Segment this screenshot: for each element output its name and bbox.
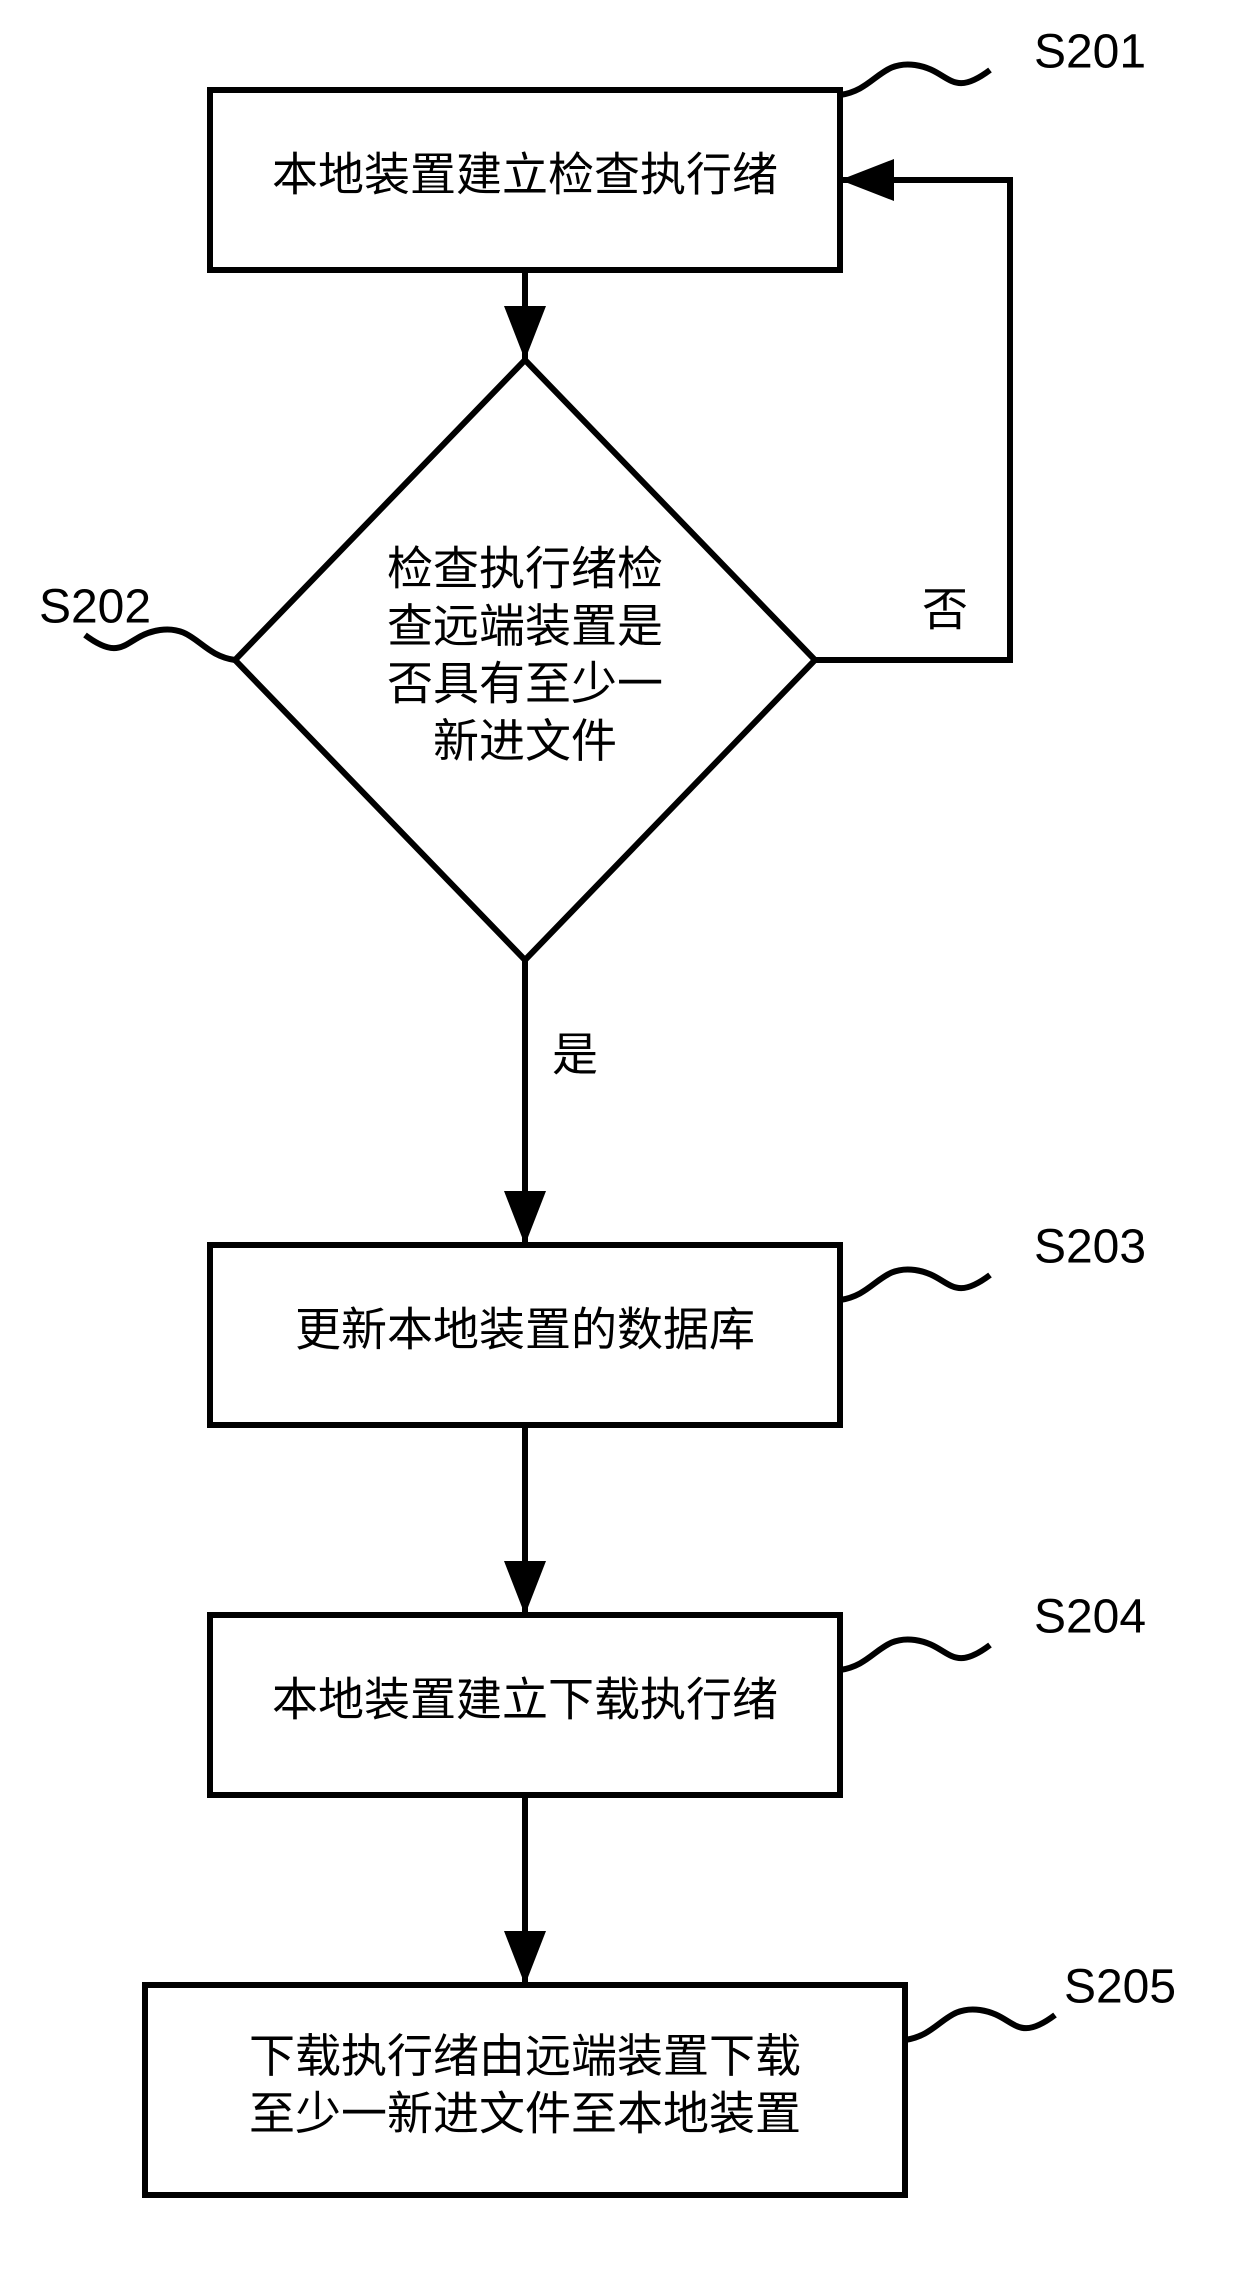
decision-s202-text-2: 否具有至少一 xyxy=(387,658,663,709)
step-label-s205: S205 xyxy=(1064,1961,1176,2014)
decision-s202-text-0: 检查执行绪检 xyxy=(387,543,663,594)
squiggle-s203 xyxy=(840,1269,990,1300)
squiggle-s201 xyxy=(840,64,990,95)
step-label-s201: S201 xyxy=(1034,26,1146,79)
process-s205-text-1: 至少一新进文件至本地装置 xyxy=(249,2088,801,2139)
edge-label-否: 否 xyxy=(922,585,968,636)
squiggle-s205 xyxy=(905,2009,1055,2040)
process-s205-text-0: 下载执行绪由远端装置下载 xyxy=(249,2031,801,2082)
decision-s202-text-1: 查远端装置是 xyxy=(387,601,663,652)
squiggle-s202 xyxy=(85,629,235,660)
process-s203-text-0: 更新本地装置的数据库 xyxy=(295,1305,755,1356)
process-s204-text-0: 本地装置建立下载执行绪 xyxy=(272,1675,778,1726)
step-label-s203: S203 xyxy=(1034,1221,1146,1274)
process-s201-text-0: 本地装置建立检查执行绪 xyxy=(272,150,778,201)
step-label-s202: S202 xyxy=(39,581,151,634)
edge-s202-s201 xyxy=(815,180,1010,660)
edge-label-是: 是 xyxy=(552,1030,598,1081)
squiggle-s204 xyxy=(840,1639,990,1670)
decision-s202-text-3: 新进文件 xyxy=(433,716,617,767)
flowchart-svg: 是 否 本地装置建立检查执行绪 S201 检查执行绪检查远端装置是否具有至少一新进文件 S… xyxy=(0,0,1240,2275)
step-label-s204: S204 xyxy=(1034,1591,1146,1644)
